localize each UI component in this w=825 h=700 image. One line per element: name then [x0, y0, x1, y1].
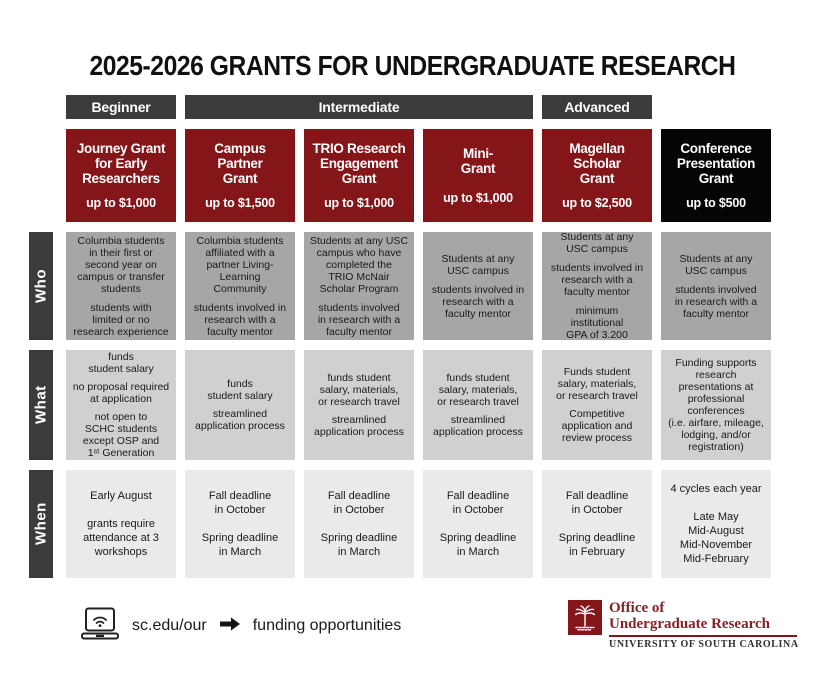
who-cell-magellan: Students at any USC campus students invol…	[542, 232, 652, 340]
what-cell-journey: funds student salary no proposal required…	[66, 350, 176, 460]
logo-office-line1: Office of	[609, 600, 665, 616]
who-cell-journey: Columbia students in their first or seco…	[66, 232, 176, 340]
footer-link-text: funding opportunities	[252, 617, 402, 634]
grant-amount: up to $500	[686, 196, 746, 211]
grant-header-journey: Journey Grant for Early Researchers up t…	[66, 129, 176, 222]
grant-name: Conference Presentation Grant	[676, 140, 756, 187]
what-cell-campus-partner: funds student salary streamlined applicat…	[185, 350, 295, 460]
logo-university-line: UNIVERSITY OF SOUTH CAROLINA	[609, 639, 799, 650]
grants-table: Beginner Intermediate Advanced Journey G…	[27, 95, 771, 578]
level-header-advanced: Advanced	[542, 95, 652, 119]
grant-name: TRIO Research Engagement Grant	[312, 140, 406, 187]
grant-header-trio: TRIO Research Engagement Grant up to $1,…	[304, 129, 414, 222]
grant-amount: up to $1,500	[205, 196, 275, 211]
when-cell-campus-partner: Fall deadline in October Spring deadline …	[185, 470, 295, 578]
grant-amount: up to $1,000	[443, 191, 513, 206]
grant-header-magellan: Magellan Scholar Grant up to $2,500	[542, 129, 652, 222]
page-title: 2025-2026 GRANTS FOR UNDERGRADUATE RESEA…	[89, 50, 736, 81]
what-cell-mini: funds student salary, materials, or rese…	[423, 350, 533, 460]
grant-amount: up to $1,000	[86, 196, 156, 211]
who-cell-mini: Students at any USC campus students invol…	[423, 232, 533, 340]
grant-amount: up to $1,000	[324, 196, 394, 211]
when-cell-journey: Early August grants require attendance at…	[66, 470, 176, 578]
what-cell-conference: Funding supports research presentations …	[661, 350, 771, 460]
grant-amount: up to $2,500	[562, 196, 632, 211]
who-cell-campus-partner: Columbia students affiliated with a part…	[185, 232, 295, 340]
row-label-who: Who	[29, 232, 53, 340]
when-cell-conference: 4 cycles each year Late May Mid-August Mi…	[661, 470, 771, 578]
right-arrow-icon	[219, 616, 241, 637]
logo-office-line2: Undergraduate Research	[609, 616, 770, 632]
laptop-wifi-icon	[80, 607, 120, 646]
logo-divider	[609, 635, 797, 637]
level-header-intermediate: Intermediate	[185, 95, 533, 119]
grant-header-mini: Mini- Grant up to $1,000	[423, 129, 533, 222]
palmetto-tree-icon	[568, 600, 602, 635]
level-header-beginner: Beginner	[66, 95, 176, 119]
logo-text-block: Office of Undergraduate Research UNIVERS…	[609, 600, 799, 650]
grant-header-conference: Conference Presentation Grant up to $500	[661, 129, 771, 222]
when-cell-magellan: Fall deadline in October Spring deadline …	[542, 470, 652, 578]
who-cell-trio: Students at any USC campus who have comp…	[304, 232, 414, 340]
row-label-what: What	[29, 350, 53, 460]
who-cell-conference: Students at any USC campus students invol…	[661, 232, 771, 340]
what-cell-trio: funds student salary, materials, or rese…	[304, 350, 414, 460]
when-cell-mini: Fall deadline in October Spring deadline …	[423, 470, 533, 578]
grant-name: Magellan Scholar Grant	[569, 140, 625, 187]
grant-name: Journey Grant for Early Researchers	[76, 140, 166, 187]
footer-website: sc.edu/our funding opportunities	[80, 606, 401, 646]
footer-url-text: sc.edu/our	[132, 617, 207, 634]
row-label-when: When	[29, 470, 53, 578]
grant-header-campus-partner: Campus Partner Grant up to $1,500	[185, 129, 295, 222]
when-cell-trio: Fall deadline in October Spring deadline …	[304, 470, 414, 578]
what-cell-magellan: Funds student salary, materials, or rese…	[542, 350, 652, 460]
grant-name: Mini- Grant	[460, 145, 496, 177]
grant-name: Campus Partner Grant	[214, 140, 266, 187]
usc-our-logo: Office of Undergraduate Research UNIVERS…	[568, 600, 799, 650]
